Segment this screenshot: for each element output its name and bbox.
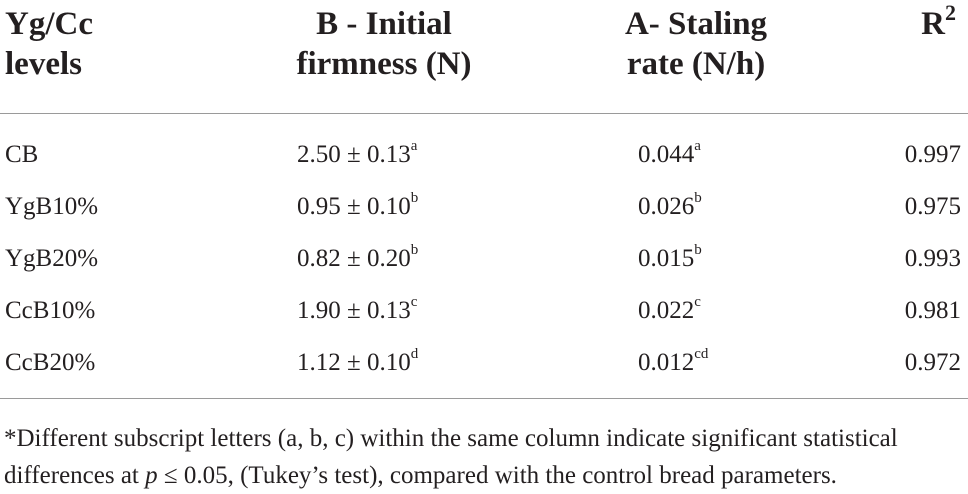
footnote-line2: differences at p ≤ 0.05, (Tukey’s test),… <box>4 462 837 489</box>
header-r-squared-sup: 2 <box>945 0 956 25</box>
header-levels-line2: levels <box>5 46 82 82</box>
row-staling: 0.022c <box>638 293 701 324</box>
row-r2: 0.975 <box>904 193 961 220</box>
header-staling-rate: A- Staling rate (N/h) <box>596 4 796 84</box>
row-firmness: 1.90 ± 0.13c <box>297 293 418 324</box>
row-staling: 0.026b <box>638 189 702 220</box>
row-level: CcB10% <box>5 297 96 324</box>
header-initial-firmness-line1: B - Initial <box>316 6 452 42</box>
header-r-squared-base: R <box>921 6 945 42</box>
row-firmness: 2.50 ± 0.13a <box>297 137 418 168</box>
table-footnote: *Different subscript letters (a, b, c) w… <box>4 420 968 494</box>
row-r2: 0.972 <box>904 349 961 376</box>
header-staling-rate-line1: A- Staling <box>624 6 768 42</box>
header-initial-firmness: B - Initial firmness (N) <box>284 4 484 84</box>
row-firmness: 0.82 ± 0.20b <box>297 241 419 272</box>
row-level: YgB20% <box>5 245 99 272</box>
header-levels-line1: Yg/Cc <box>5 6 93 42</box>
footer-divider <box>0 398 968 399</box>
row-staling: 0.012cd <box>638 345 709 376</box>
header-staling-rate-line2: rate (N/h) <box>626 46 766 82</box>
header-r-squared: R2 <box>921 2 956 44</box>
header-divider <box>0 113 968 114</box>
row-r2: 0.993 <box>904 245 961 272</box>
row-firmness: 1.12 ± 0.10d <box>297 345 419 376</box>
row-level: YgB10% <box>5 193 99 220</box>
row-r2: 0.997 <box>904 141 961 168</box>
header-levels: Yg/Cc levels <box>5 4 93 84</box>
row-r2: 0.981 <box>904 297 961 324</box>
footnote-line1: *Different subscript letters (a, b, c) w… <box>4 425 898 452</box>
row-firmness: 0.95 ± 0.10b <box>297 189 419 220</box>
header-initial-firmness-line2: firmness (N) <box>296 46 472 82</box>
row-staling: 0.044a <box>638 137 701 168</box>
row-staling: 0.015b <box>638 241 702 272</box>
row-level: CB <box>5 141 39 168</box>
row-level: CcB20% <box>5 349 96 376</box>
